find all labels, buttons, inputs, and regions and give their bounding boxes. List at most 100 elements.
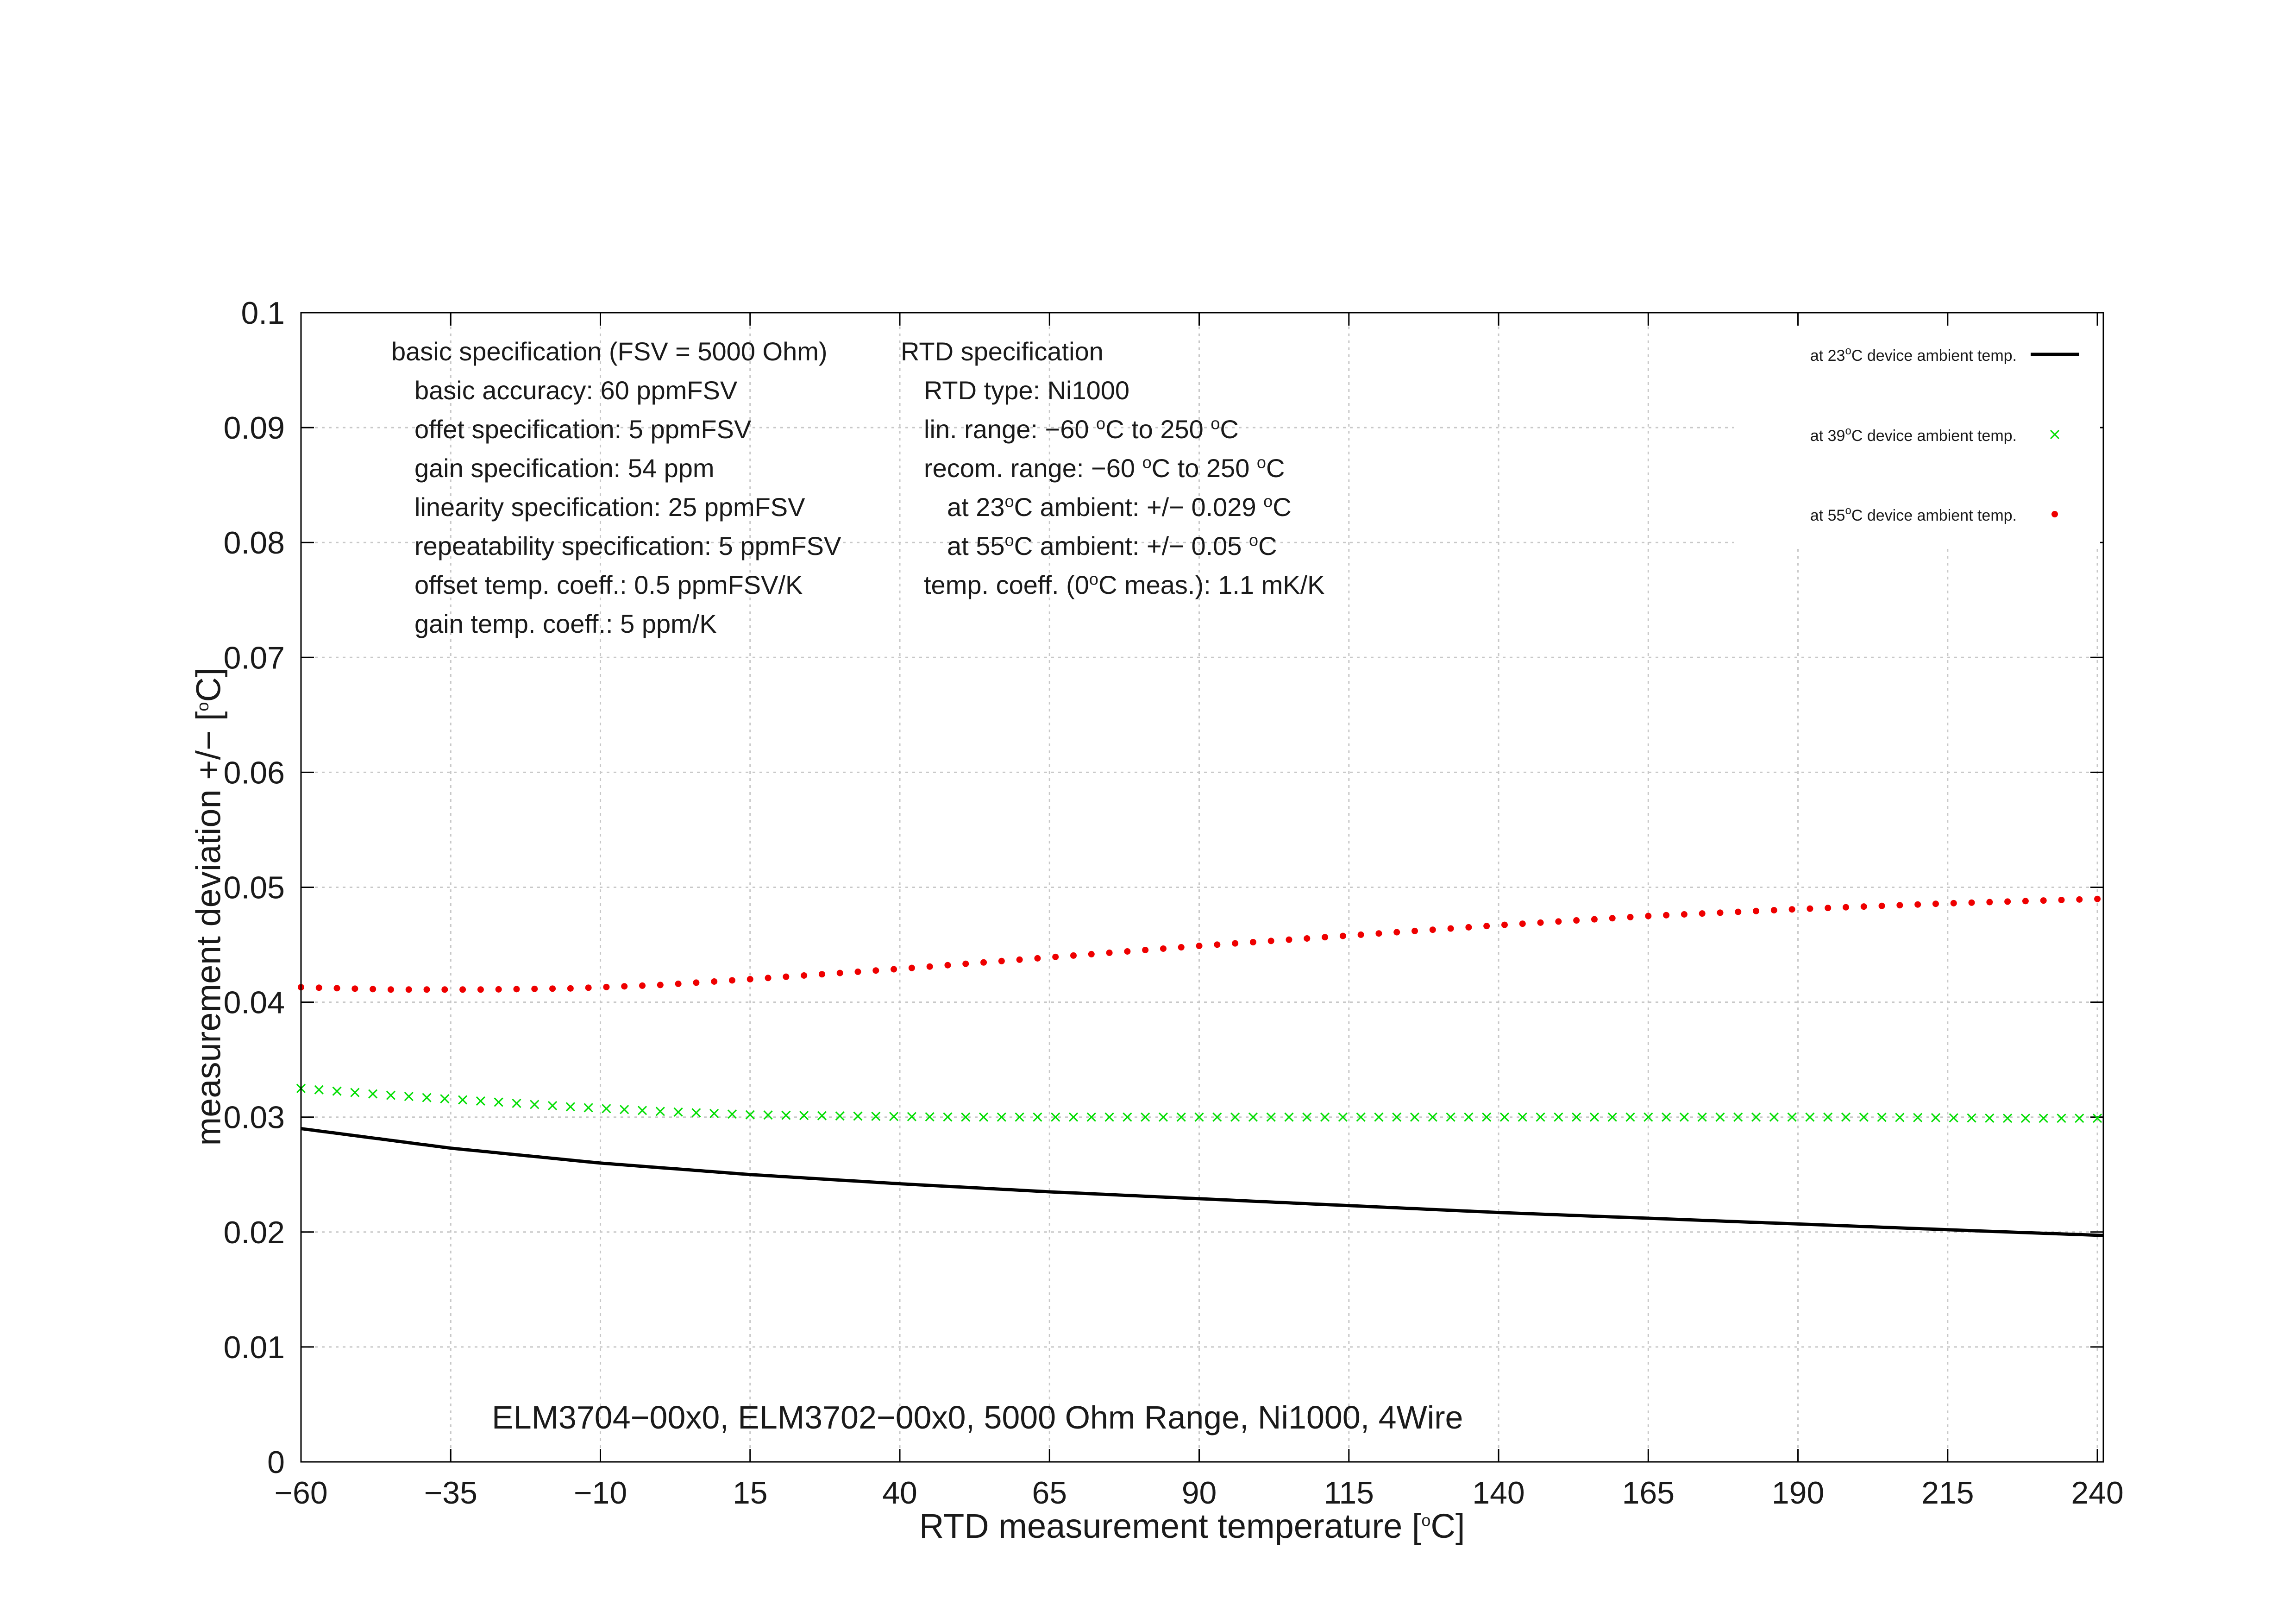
ambient-23-suffix: C — [1273, 492, 1292, 522]
series-point-39 — [2039, 1114, 2048, 1123]
cross-stroke — [1554, 1112, 1563, 1122]
legend-label: at 55oC device ambient temp. — [1810, 504, 2017, 524]
series-point-55 — [585, 984, 592, 991]
series-point-55 — [1537, 919, 1544, 926]
cross-stroke — [1464, 1112, 1474, 1122]
cross-stroke — [1913, 1113, 1923, 1122]
cross-stroke — [1033, 1112, 1042, 1122]
cross-stroke — [1392, 1112, 1402, 1122]
series-point-39 — [1913, 1113, 1923, 1122]
cross-stroke — [620, 1105, 629, 1114]
temp-coeff-line: temp. coeff. (0oC meas.): 1.1 mK/K — [901, 566, 1325, 604]
series-point-55 — [1088, 950, 1095, 957]
series-point-39 — [817, 1111, 827, 1120]
basic-spec-line: linearity specification: 25 ppmFSV — [414, 492, 805, 522]
series-point-55 — [495, 986, 502, 993]
cross-stroke — [1967, 1113, 1976, 1123]
series-point-39 — [422, 1093, 432, 1102]
cross-stroke — [476, 1096, 485, 1106]
lin-range-prefix: lin. range: −60 — [924, 415, 1097, 444]
x-axis-label-prefix: RTD measurement temperature [ — [919, 1507, 1422, 1545]
cross-stroke — [1679, 1112, 1689, 1122]
ambient-55-suffix: C — [1258, 531, 1277, 560]
series-point-39 — [1607, 1112, 1617, 1122]
cross-stroke — [1284, 1112, 1294, 1122]
series-point-55 — [1914, 901, 1921, 908]
rtd-spec-heading: RTD specification — [901, 337, 1104, 366]
series-point-39 — [1715, 1112, 1725, 1122]
series-point-55 — [2040, 897, 2047, 904]
series-point-39 — [1266, 1112, 1276, 1122]
cross-stroke — [1787, 1112, 1797, 1122]
cross-stroke — [1769, 1112, 1779, 1122]
temp-coeff-prefix: temp. coeff. (0 — [924, 570, 1089, 599]
series-point-55 — [2076, 896, 2083, 903]
y-axis-label-sup: o — [193, 702, 212, 711]
series-point-39 — [1428, 1112, 1437, 1122]
cross-stroke — [1230, 1112, 1240, 1122]
cross-stroke — [1212, 1112, 1222, 1122]
x-tick-label: 40 — [882, 1475, 917, 1511]
cross-stroke — [889, 1112, 899, 1121]
cross-stroke — [1931, 1113, 1941, 1123]
y-axis-label-suffix: C] — [189, 667, 228, 702]
x-tick-label: 190 — [1772, 1475, 1824, 1511]
cross-stroke — [1176, 1112, 1186, 1122]
series-point-55 — [1699, 910, 1706, 917]
cross-stroke — [1625, 1112, 1635, 1122]
basic-spec-line: offet specification: 5 ppmFSV — [414, 415, 752, 444]
series-point-55 — [728, 977, 735, 984]
series-point-55 — [1483, 923, 1490, 930]
cross-stroke — [691, 1108, 701, 1118]
y-tick-label: 0.1 — [241, 296, 285, 331]
cross-stroke — [332, 1086, 342, 1096]
cross-stroke — [709, 1108, 719, 1118]
cross-stroke — [1248, 1112, 1258, 1122]
series-point-39 — [1841, 1112, 1851, 1122]
series-point-55 — [1627, 913, 1634, 920]
cross-stroke — [2057, 1114, 2066, 1123]
cross-stroke — [637, 1106, 647, 1115]
series-point-39 — [386, 1090, 396, 1100]
series-point-39 — [1536, 1112, 1545, 1122]
series-point-39 — [368, 1089, 378, 1099]
series-point-39 — [709, 1108, 719, 1118]
series-point-55 — [1214, 941, 1221, 948]
series-point-55 — [854, 968, 861, 975]
x-tick-label: 15 — [733, 1475, 768, 1511]
series-point-39 — [727, 1109, 737, 1119]
series-point-55 — [1016, 956, 1023, 963]
cross-stroke — [1805, 1112, 1815, 1122]
series-point-55 — [1663, 912, 1670, 919]
legend-swatch-cross — [2050, 429, 2060, 440]
y-tick-label: 0.01 — [224, 1330, 285, 1365]
cross-stroke — [1607, 1112, 1617, 1122]
series-point-39 — [1068, 1112, 1079, 1122]
recom-range-suffix: C — [1266, 453, 1285, 483]
series-point-55 — [1411, 927, 1418, 934]
x-tick-label: −10 — [574, 1475, 627, 1511]
series-point-55 — [549, 985, 556, 992]
degree-sup: o — [1263, 491, 1273, 511]
cross-stroke — [961, 1112, 971, 1122]
series-point-55 — [459, 986, 466, 993]
cross-stroke — [1518, 1112, 1527, 1122]
cross-stroke — [763, 1110, 773, 1120]
series-point-39 — [1320, 1112, 1330, 1122]
series-point-39 — [1823, 1112, 1833, 1122]
basic-spec-heading: basic specification (FSV = 5000 Ohm) — [391, 337, 828, 366]
cross-stroke — [835, 1111, 845, 1121]
series-point-39 — [1877, 1113, 1887, 1122]
series-point-55 — [1932, 900, 1939, 907]
series-point-39 — [943, 1112, 953, 1122]
cross-stroke — [1499, 1112, 1510, 1122]
series-point-55 — [675, 980, 682, 987]
cross-stroke — [1104, 1112, 1114, 1122]
series-point-55 — [441, 986, 448, 993]
basic-spec-line: basic accuracy: 60 ppmFSV — [414, 376, 738, 405]
ambient-23-line: at 23oC ambient: +/− 0.029 oC — [901, 488, 1325, 527]
cross-stroke — [583, 1103, 593, 1113]
series-point-55 — [1196, 943, 1203, 950]
cross-stroke — [655, 1107, 665, 1116]
